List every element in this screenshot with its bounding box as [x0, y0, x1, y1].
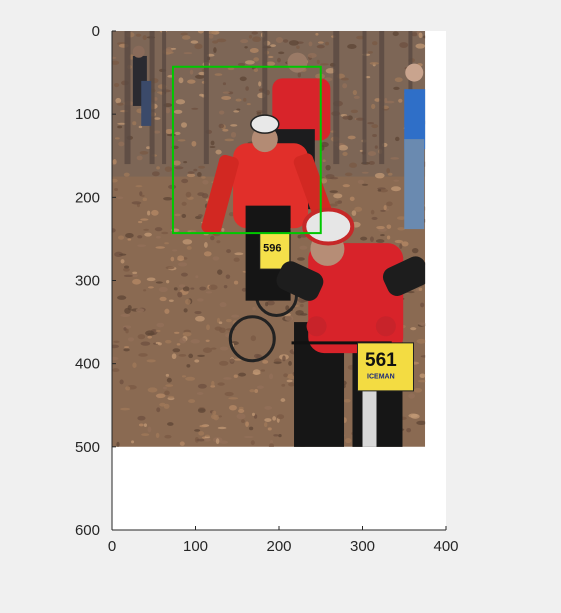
x-tick-label: 200: [266, 538, 291, 555]
y-tick-label: 100: [75, 106, 100, 123]
x-tick-label: 100: [183, 538, 208, 555]
y-tick-label: 0: [92, 23, 100, 40]
y-axis: 0 100 200 300 400 500 600: [75, 23, 116, 539]
y-tick-label: 600: [75, 522, 100, 539]
plate-number-front: 561: [365, 350, 397, 371]
x-tick-label: 300: [350, 538, 375, 555]
y-tick-label: 200: [75, 189, 100, 206]
y-tick-label: 300: [75, 273, 100, 290]
y-tick-label: 500: [75, 439, 100, 456]
x-tick-label: 400: [433, 538, 458, 555]
plate-label-front: ICEMAN: [367, 374, 395, 381]
x-tick-label: 0: [108, 538, 116, 555]
plate-number-back: 596: [263, 242, 281, 254]
y-tick-label: 400: [75, 356, 100, 373]
photo-image: 596 561 ICEMAN: [109, 29, 433, 473]
